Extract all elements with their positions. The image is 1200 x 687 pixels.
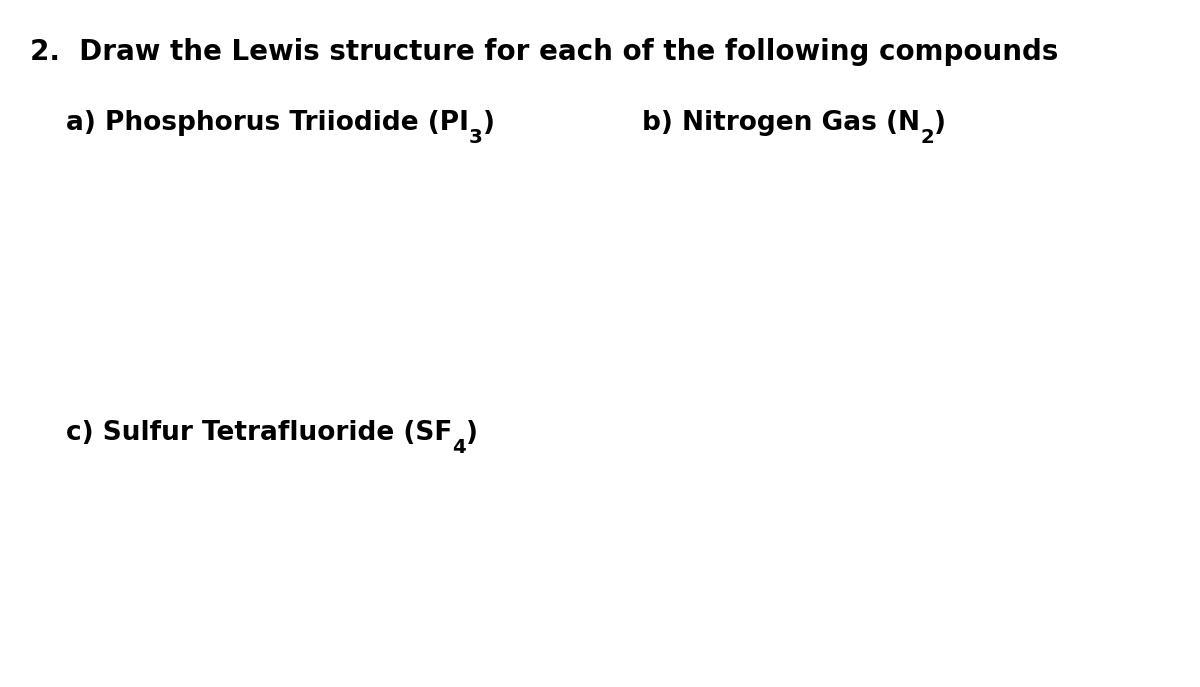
Text: ): ) <box>934 110 946 136</box>
Text: 2: 2 <box>920 128 934 147</box>
Text: 2.  Draw the Lewis structure for each of the following compounds: 2. Draw the Lewis structure for each of … <box>30 38 1058 66</box>
Text: ): ) <box>466 420 478 446</box>
Text: 4: 4 <box>452 438 466 458</box>
Text: c) Sulfur Tetrafluoride (SF: c) Sulfur Tetrafluoride (SF <box>66 420 452 446</box>
Text: 3: 3 <box>469 128 482 147</box>
Text: ): ) <box>482 110 494 136</box>
Text: a) Phosphorus Triiodide (PI: a) Phosphorus Triiodide (PI <box>66 110 469 136</box>
Text: b) Nitrogen Gas (N: b) Nitrogen Gas (N <box>642 110 920 136</box>
